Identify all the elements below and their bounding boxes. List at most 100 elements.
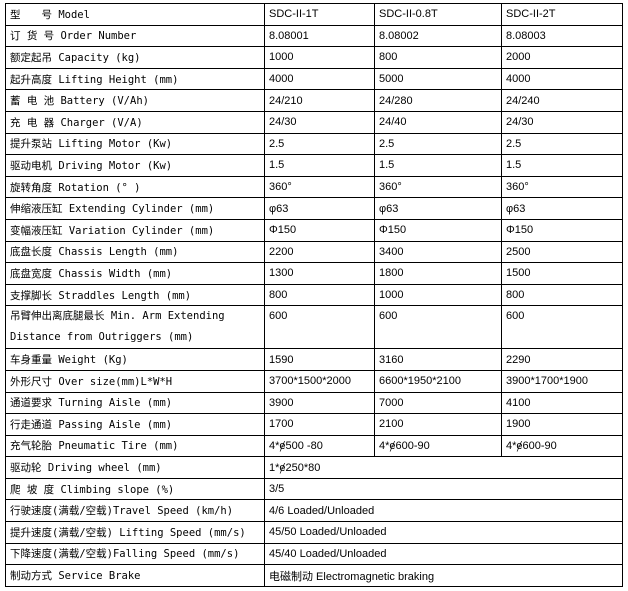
spec-row: 提升泵站 Lifting Motor (Kw) 2.5 2.5 2.5 [5,132,623,156]
spec-row: 额定起吊 Capacity (kg) 1000 800 2000 [5,46,623,69]
spec-value: SDC-II-2T [501,3,623,26]
spec-label: 伸缩液压缸 Extending Cylinder (mm) [5,197,265,220]
spec-label: 下降速度(满载/空载)Falling Speed (mm/s) [5,542,265,566]
spec-label: 充气轮胎 Pneumatic Tire (mm) [5,434,265,458]
spec-row: 支撑脚长 Straddles Length (mm) 800 1000 800 [5,283,623,307]
spec-value: 1.5 [374,154,502,177]
spec-value: 2.5 [264,132,375,156]
spec-value: 1.5 [264,154,375,177]
spec-value: 45/40 Loaded/Unloaded [264,542,623,566]
spec-row: 外形尺寸 Over size(mm)L*W*H 3700*1500*2000 660… [5,369,623,393]
spec-row: 行走通道 Passing Aisle (mm) 1700 2100 1900 [5,413,623,436]
spec-row: 制动方式 Service Brake 电磁制动 Electromagnetic b… [5,564,623,587]
spec-label: 提升泵站 Lifting Motor (Kw) [5,132,265,156]
spec-value: 3/5 [264,477,623,501]
spec-label: 提升速度(满载/空载) Lifting Speed (mm/s) [5,521,265,544]
spec-value: 2100 [374,413,502,436]
spec-value: 45/50 Loaded/Unloaded [264,521,623,544]
spec-value: 3900*1700*1900 [501,369,623,393]
spec-label: 蓄 电 池 Battery (V/Ah) [5,89,265,112]
spec-value: 360° [264,175,375,199]
spec-value: φ63 [374,197,502,220]
spec-row: 底盘宽度 Chassis Width (mm) 1300 1800 1500 [5,262,623,285]
spec-value: SDC-II-0.8T [374,3,502,26]
spec-row: 订 货 号 Order Number 8.08001 8.08002 8.08003 [5,24,623,48]
spec-label: 驱动电机 Driving Motor (Kw) [5,154,265,177]
spec-value: 8.08003 [501,24,623,48]
spec-label: 支撑脚长 Straddles Length (mm) [5,283,265,307]
spec-value: 3900 [264,391,375,415]
spec-row: 充气轮胎 Pneumatic Tire (mm) 4*ɇ500 -80 4*ɇ600… [5,434,623,458]
spec-value: 1000 [264,46,375,69]
spec-value: 2290 [501,348,623,371]
spec-value: 2000 [501,46,623,69]
spec-label: 吊臂伸出离底腿最长 Min. Arm Extending Distance fr… [5,305,265,350]
spec-value: 8.08002 [374,24,502,48]
spec-row: 型 号 Model SDC-II-1T SDC-II-0.8T SDC-II-2T [5,3,623,26]
spec-value: 600 [264,305,375,350]
spec-value: 5000 [374,67,502,91]
spec-label: 爬 坡 度 Climbing slope (%) [5,477,265,501]
specification-table-body: 型 号 Model SDC-II-1T SDC-II-0.8T SDC-II-2T 订 … [5,3,623,587]
spec-value: SDC-II-1T [264,3,375,26]
spec-value: 600 [501,305,623,350]
spec-label: 行走通道 Passing Aisle (mm) [5,413,265,436]
spec-label: 制动方式 Service Brake [5,564,265,587]
spec-row: 伸缩液压缸 Extending Cylinder (mm) φ63 φ63 φ63 [5,197,623,220]
spec-value: 1300 [264,262,375,285]
spec-label: 变幅液压缸 Variation Cylinder (mm) [5,218,265,242]
spec-value: 24/280 [374,89,502,112]
spec-value: 4*ɇ500 -80 [264,434,375,458]
spec-row: 起升高度 Lifting Height (mm) 4000 5000 4000 [5,67,623,91]
spec-label: 行驶速度(满载/空载)Travel Speed (km/h) [5,499,265,523]
spec-value: 7000 [374,391,502,415]
spec-value: 1900 [501,413,623,436]
spec-value: 1800 [374,262,502,285]
spec-row: 驱动轮 Driving wheel (mm) 1*ɇ250*80 [5,456,623,479]
spec-row: 变幅液压缸 Variation Cylinder (mm) Φ150 Φ150 Φ15… [5,218,623,242]
spec-label: 底盘长度 Chassis Length (mm) [5,240,265,264]
spec-label: 旋转角度 Rotation (° ) [5,175,265,199]
spec-value: 4000 [501,67,623,91]
spec-value: 3700*1500*2000 [264,369,375,393]
spec-value: 3400 [374,240,502,264]
spec-value: 600 [374,305,502,350]
spec-row: 车身重量 Weight (Kg) 1590 3160 2290 [5,348,623,371]
spec-row: 蓄 电 池 Battery (V/Ah) 24/210 24/280 24/240 [5,89,623,112]
spec-value: 1590 [264,348,375,371]
spec-label: 额定起吊 Capacity (kg) [5,46,265,69]
spec-value: 4000 [264,67,375,91]
spec-value: Φ150 [501,218,623,242]
spec-value: 4*ɇ600-90 [374,434,502,458]
spec-value: 4/6 Loaded/Unloaded [264,499,623,523]
spec-value: 800 [264,283,375,307]
spec-value: 360° [501,175,623,199]
spec-value: Φ150 [374,218,502,242]
spec-value: 2200 [264,240,375,264]
spec-label: 充 电 器 Charger (V/A) [5,110,265,134]
spec-row: 通道要求 Turning Aisle (mm) 3900 7000 4100 [5,391,623,415]
spec-label: 通道要求 Turning Aisle (mm) [5,391,265,415]
spec-value: 电磁制动 Electromagnetic braking [264,564,623,587]
spec-value: 1700 [264,413,375,436]
spec-value: 1500 [501,262,623,285]
spec-row: 提升速度(满载/空载) Lifting Speed (mm/s) 45/50 Lo… [5,521,623,544]
spec-value: 4100 [501,391,623,415]
spec-label: 订 货 号 Order Number [5,24,265,48]
spec-value: φ63 [264,197,375,220]
spec-value: 2.5 [501,132,623,156]
spec-label: 驱动轮 Driving wheel (mm) [5,456,265,479]
spec-label: 底盘宽度 Chassis Width (mm) [5,262,265,285]
spec-value: Φ150 [264,218,375,242]
spec-value: 800 [501,283,623,307]
spec-value: 2500 [501,240,623,264]
spec-row: 吊臂伸出离底腿最长 Min. Arm Extending Distance fr… [5,305,623,350]
spec-label: 起升高度 Lifting Height (mm) [5,67,265,91]
spec-value: 1000 [374,283,502,307]
spec-value: 360° [374,175,502,199]
spec-value: 4*ɇ600-90 [501,434,623,458]
spec-row: 充 电 器 Charger (V/A) 24/30 24/40 24/30 [5,110,623,134]
spec-row: 行驶速度(满载/空载)Travel Speed (km/h) 4/6 Loaded… [5,499,623,523]
spec-value: 1*ɇ250*80 [264,456,623,479]
spec-row: 驱动电机 Driving Motor (Kw) 1.5 1.5 1.5 [5,154,623,177]
